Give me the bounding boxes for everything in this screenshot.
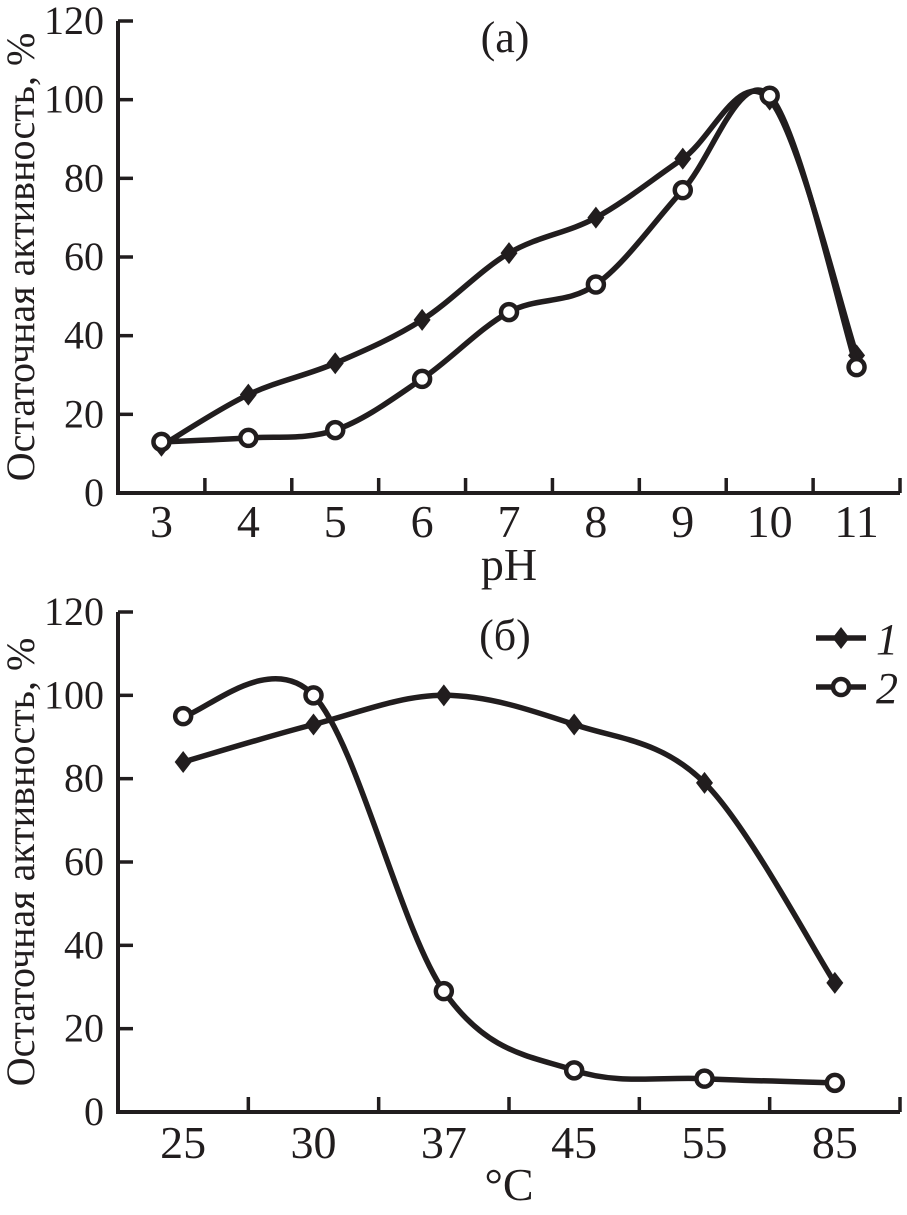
x-tick-label: 25 [160, 1117, 206, 1168]
series-1-diamond-marker [565, 713, 583, 736]
panel-label: (а) [481, 13, 530, 62]
series-2-circle-marker [238, 427, 259, 449]
x-axis-title: °C [484, 1159, 533, 1210]
series-1-diamond-marker [435, 684, 453, 707]
y-tick-label: 20 [64, 391, 104, 436]
series-2-line [180, 676, 838, 1086]
x-tick-label: 30 [291, 1117, 337, 1168]
y-tick-label: 60 [64, 839, 104, 884]
x-tick-label: 7 [498, 496, 521, 547]
x-tick-label: 8 [584, 496, 607, 547]
y-tick-label: 0 [84, 470, 104, 515]
legend-label: 1 [876, 615, 898, 664]
x-tick-label: 6 [411, 496, 434, 547]
y-tick-label: 0 [84, 1089, 104, 1134]
series-1-diamond-marker [826, 971, 844, 994]
series-1-line [180, 692, 838, 986]
series-1-diamond-marker [674, 147, 692, 170]
x-tick-label: 3 [150, 496, 173, 547]
series-legend-1-diamond-marker [832, 627, 850, 649]
x-tick-label: 55 [682, 1117, 728, 1168]
series-1-diamond-marker [326, 352, 344, 375]
series-legend-2-circle-marker [830, 676, 852, 698]
series-2-circle-marker [324, 419, 346, 441]
series-1-diamond-marker [239, 383, 257, 406]
legend-item-1: 1 [816, 615, 898, 664]
series-2-circle-marker [303, 685, 324, 706]
series-2-circle-marker [759, 85, 780, 106]
series-2-circle-marker [672, 179, 694, 201]
y-tick-label: 20 [64, 1006, 104, 1051]
series-2-circle-marker [411, 368, 433, 390]
panel-b: 0 20 40 60 80 100 120 25 30 37 45 55 85 °C Остаточная … [0, 589, 902, 1210]
y-axis-title: Остаточная активность, % [0, 33, 43, 482]
series-2-circle-marker [824, 1072, 846, 1094]
series-1-line [158, 88, 860, 449]
series-2-circle-marker [433, 980, 455, 1002]
series-2-circle-marker [846, 356, 867, 378]
legend-item-2: 2 [816, 664, 898, 713]
x-tick-label: 10 [747, 496, 793, 547]
panel-a: 0 20 40 60 80 100 120 3 4 5 6 7 8 9 10 11 pH Остаточная а… [0, 0, 902, 590]
y-tick-label: 100 [44, 672, 104, 717]
x-tick-label: 4 [237, 496, 260, 547]
x-tick-label: 45 [551, 1117, 597, 1168]
series-2-circle-marker [172, 705, 194, 727]
y-tick-label: 80 [64, 756, 104, 801]
x-tick-label: 37 [421, 1117, 467, 1168]
series-2-circle-marker [498, 301, 520, 323]
legend: 12 [816, 615, 898, 713]
y-tick-label: 120 [44, 0, 104, 43]
x-tick-label: 5 [324, 496, 347, 547]
legend-label: 2 [876, 664, 898, 713]
x-tick-label: 85 [812, 1117, 858, 1168]
y-tick-label: 120 [44, 589, 104, 634]
series-1-diamond-marker [305, 713, 322, 736]
series-2-circle-marker [694, 1068, 715, 1089]
y-tick-label: 40 [64, 922, 104, 967]
x-axis-title: pH [481, 539, 537, 590]
y-tick-label: 40 [64, 313, 104, 358]
series-1-diamond-marker [587, 206, 605, 229]
series-1-diamond-marker [696, 771, 713, 794]
series-2-circle-marker [563, 1060, 585, 1081]
series-1-diamond-marker [500, 242, 518, 265]
panel-label: (б) [479, 611, 531, 660]
y-tick-label: 80 [64, 155, 104, 200]
x-tick-label: 9 [671, 496, 694, 547]
y-tick-label: 100 [44, 77, 104, 122]
y-axis-title: Остаточная активность, % [0, 638, 43, 1087]
y-tick-label: 60 [64, 234, 104, 279]
series-1-diamond-marker [174, 751, 192, 773]
series-2-circle-marker [585, 274, 607, 295]
x-tick-label: 11 [834, 496, 878, 547]
series-1-diamond-marker [413, 308, 431, 331]
series-2-circle-marker [151, 431, 172, 453]
